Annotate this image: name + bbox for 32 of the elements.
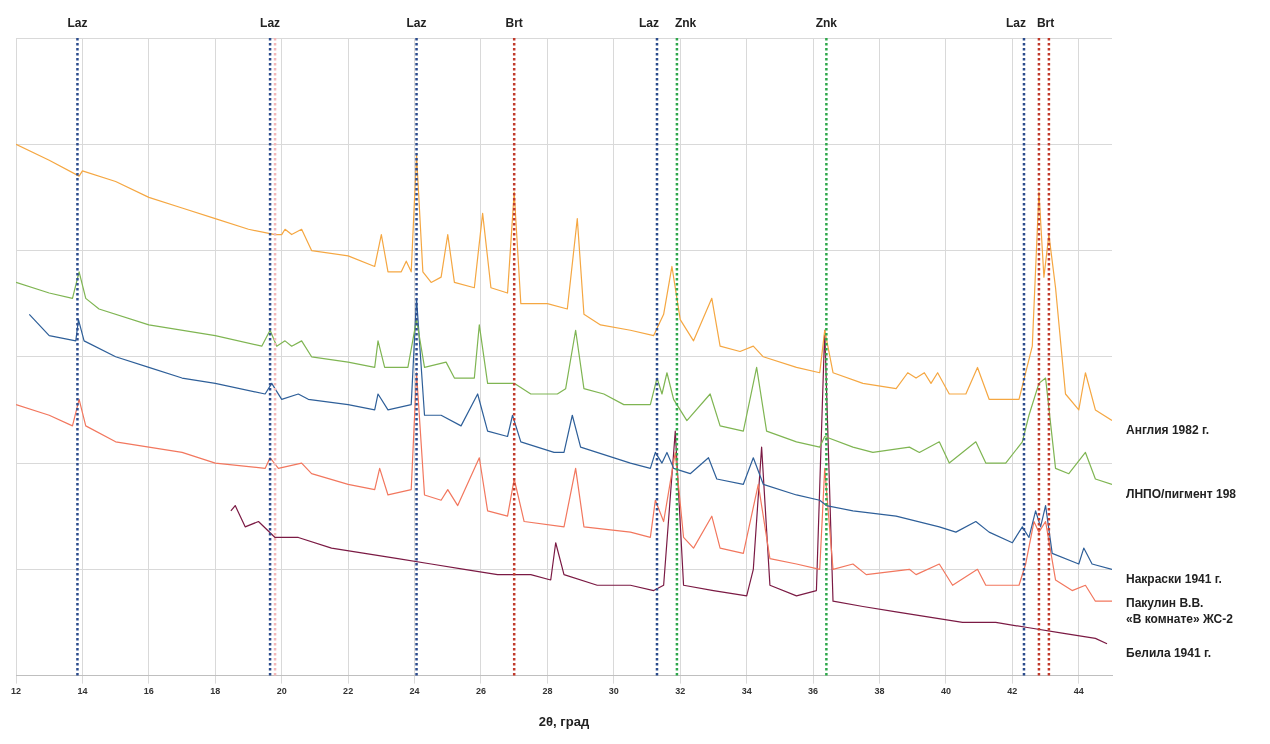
x-tick-label: 36 — [808, 686, 819, 697]
x-tick-label: 12 — [11, 686, 22, 697]
x-tick-label: 16 — [143, 686, 154, 697]
x-tick-label: 32 — [675, 686, 686, 697]
x-tick-label: 38 — [874, 686, 885, 697]
ref-line-label: Laz — [638, 16, 659, 31]
x-tick-label: 40 — [940, 686, 951, 697]
ref-line-label: Laz — [1005, 16, 1026, 31]
x-tick-label: 24 — [409, 686, 420, 697]
x-tick-label: 22 — [343, 686, 354, 697]
series-label: Белила 1941 г. — [1126, 646, 1212, 661]
x-tick-label: 26 — [475, 686, 486, 697]
ref-line-label: Znk — [815, 16, 838, 31]
ref-line-label: Laz — [260, 16, 281, 31]
x-tick-label: 20 — [276, 686, 287, 697]
series-label: ЛНПО/пигмент 198 — [1126, 486, 1237, 501]
x-tick-label: 28 — [542, 686, 553, 697]
ref-line-label: Brt — [505, 16, 523, 31]
x-tick-label: 44 — [1073, 686, 1084, 697]
x-tick-label: 14 — [77, 686, 88, 697]
series-label: Англия 1982 г. — [1126, 422, 1210, 437]
ref-line-label: Laz — [67, 16, 88, 31]
ref-line-label: Znk — [674, 16, 697, 31]
ref-line-label: Laz — [406, 16, 427, 31]
x-tick-label: 42 — [1007, 686, 1018, 697]
series-label: Пакулин В.В. «В комнате» ЖС-2 — [1126, 595, 1234, 626]
x-tick-label: 30 — [608, 686, 619, 697]
x-tick-label: 18 — [210, 686, 221, 697]
x-tick-label: 34 — [741, 686, 752, 697]
ref-line-label: Brt — [1036, 16, 1055, 31]
x-axis-title: 2θ, град — [538, 713, 590, 729]
series-label: Накраски 1941 г. — [1126, 571, 1222, 586]
